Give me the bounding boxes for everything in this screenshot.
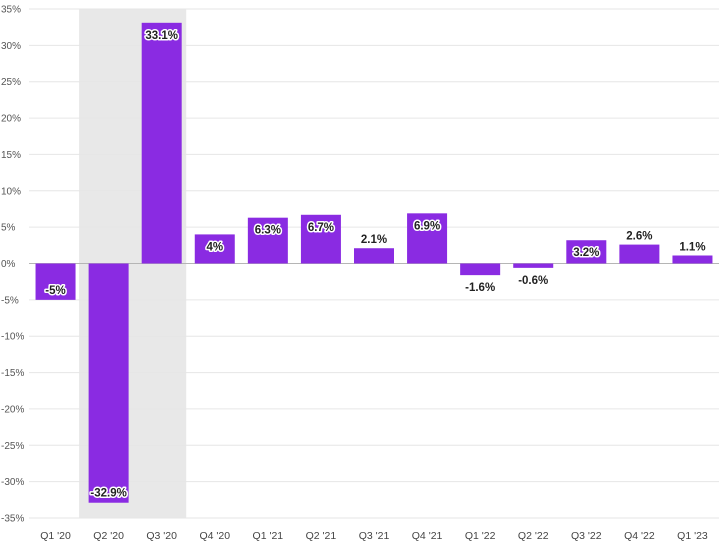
x-tick-label: Q1 '22 [465, 530, 496, 542]
x-tick-label: Q2 '22 [518, 530, 549, 542]
y-tick-label: 5% [1, 223, 16, 234]
bar [300, 214, 341, 264]
data-label: -32.9% [90, 488, 126, 500]
data-label-halo: -32.9% [90, 488, 126, 500]
y-tick-label: -20% [1, 404, 24, 415]
data-label-halo: -5% [45, 285, 65, 297]
y-tick-label: 30% [1, 41, 21, 52]
data-label-halo: 3.2% [573, 247, 599, 259]
bar [566, 240, 607, 264]
y-tick-label: 25% [1, 77, 21, 88]
data-label: 6.9% [414, 220, 440, 232]
data-label-halo: 33.1% [145, 30, 178, 42]
y-tick-label: 15% [1, 150, 21, 161]
bar [88, 263, 129, 503]
bar [35, 263, 76, 300]
x-tick-label: Q4 '21 [412, 530, 443, 542]
x-tick-label: Q1 '20 [40, 530, 71, 542]
bar [407, 213, 448, 264]
bar [354, 248, 394, 264]
y-tick-label: -35% [1, 514, 24, 525]
y-tick-label: -10% [1, 332, 24, 343]
data-label-halo: -1.6% [465, 282, 495, 294]
bar [619, 244, 660, 264]
y-tick-label: 20% [1, 114, 21, 125]
data-label-halo: 4% [206, 241, 223, 253]
y-tick-label: -30% [1, 477, 24, 488]
bar [247, 217, 288, 264]
data-label: 1.1% [679, 242, 705, 254]
y-tick-label: -5% [1, 295, 19, 306]
data-label-halo: 2.6% [626, 231, 652, 243]
x-tick-label: Q2 '20 [93, 530, 124, 542]
data-label-halo: 6.7% [308, 222, 334, 234]
data-label: 33.1% [145, 30, 178, 42]
y-tick-label: 10% [1, 186, 21, 197]
data-label: 2.1% [361, 234, 387, 246]
x-tick-label: Q1 '21 [253, 530, 284, 542]
x-tick-label: Q2 '21 [306, 530, 337, 542]
x-tick-label: Q3 '22 [571, 530, 602, 542]
data-label-halo: 6.3% [255, 225, 281, 237]
data-label: 3.2% [573, 247, 599, 259]
x-tick-label: Q4 '22 [624, 530, 655, 542]
bar [460, 263, 501, 276]
data-label: 4% [206, 241, 223, 253]
data-label: 2.6% [626, 231, 652, 243]
x-tick-label: Q1 '23 [677, 530, 708, 542]
y-tick-label: -25% [1, 441, 24, 452]
data-label: -0.6% [518, 275, 548, 287]
x-tick-label: Q3 '20 [146, 530, 177, 542]
x-tick-label: Q3 '21 [359, 530, 390, 542]
bar [194, 234, 235, 264]
y-tick-label: 35% [1, 5, 21, 16]
bar [141, 22, 182, 264]
data-label-halo: 1.1% [679, 242, 705, 254]
data-label: 6.7% [308, 222, 334, 234]
data-label-halo: -0.6% [518, 275, 548, 287]
data-label: -1.6% [465, 282, 495, 294]
data-label-halo: 6.9% [414, 220, 440, 232]
y-tick-label: -15% [1, 368, 24, 379]
data-label-halo: 2.1% [361, 234, 387, 246]
data-label: -5% [45, 285, 65, 297]
bar [513, 263, 554, 268]
y-tick-label: 0% [1, 259, 16, 270]
data-label: 6.3% [255, 225, 281, 237]
x-tick-label: Q4 '20 [199, 530, 230, 542]
bar [672, 255, 713, 264]
